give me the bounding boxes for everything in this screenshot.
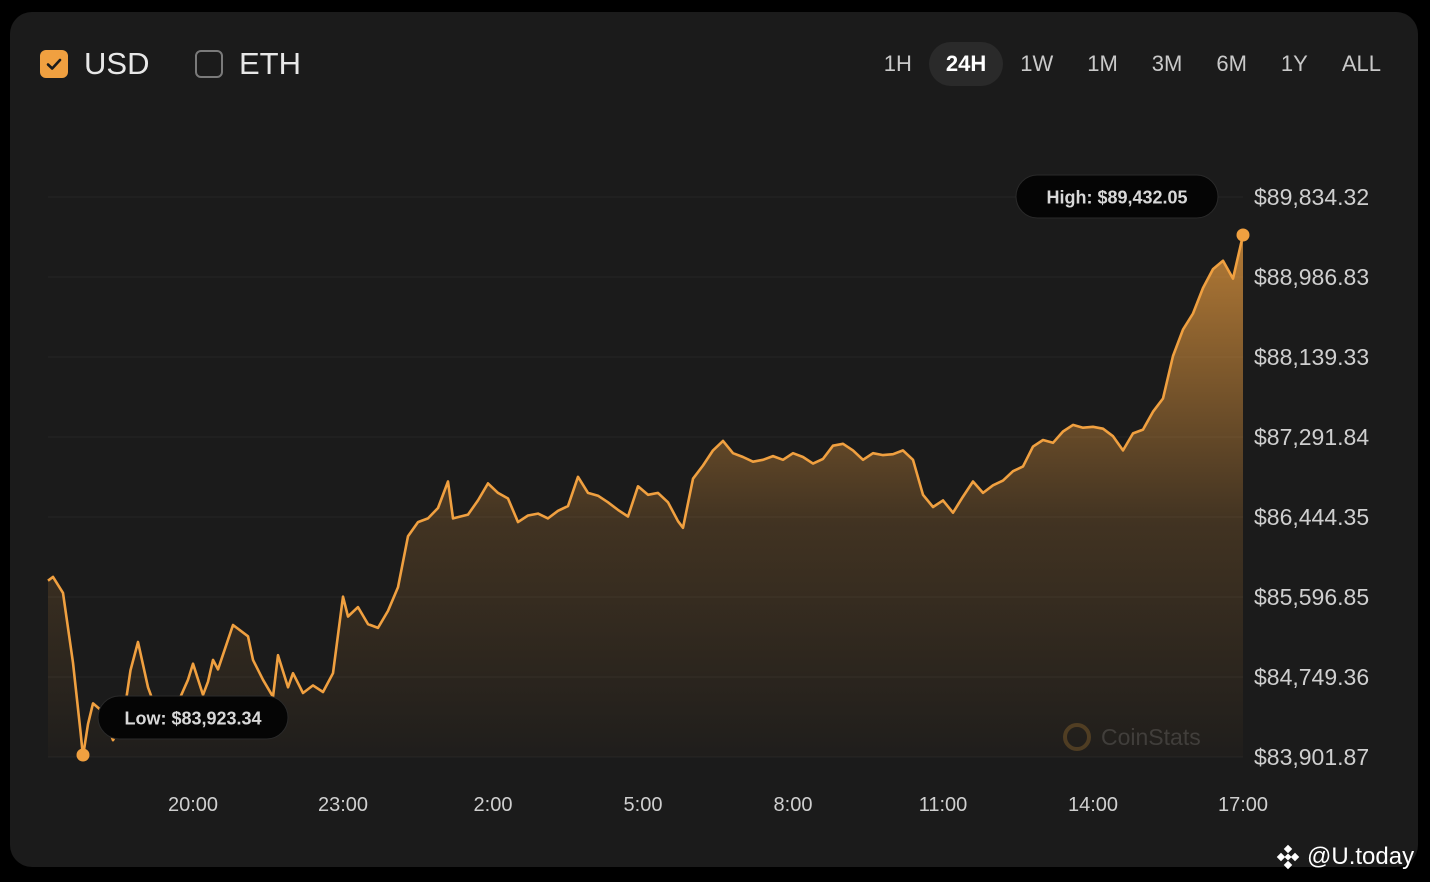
price-line: [47, 234, 1245, 758]
range-tab-1w[interactable]: 1W: [1020, 51, 1054, 76]
x-tick-label: 2:00: [474, 794, 513, 816]
x-tick-label: 20:00: [168, 794, 218, 816]
y-tick-label: $87,291.84: [1254, 424, 1369, 450]
range-tab-1y[interactable]: 1Y: [1280, 51, 1308, 76]
usd-label: USD: [84, 46, 150, 81]
price-area-fill: [48, 235, 1243, 757]
low-annotation-label: Low: $83,923.34: [124, 709, 261, 729]
low-annotation-bg: [97, 695, 289, 740]
y-tick-label: $88,139.33: [1254, 344, 1369, 370]
currency-usd-toggle[interactable]: USD: [40, 46, 149, 82]
range-tab-6m[interactable]: 6M: [1216, 51, 1247, 76]
high-annotation-bg: [1015, 174, 1219, 219]
watermark-text: @U.today: [1307, 843, 1415, 870]
range-tab-all[interactable]: ALL: [1341, 51, 1381, 76]
x-tick-label: 8:00: [774, 794, 813, 816]
utoday-watermark: @U.today: [1275, 843, 1414, 871]
range-tab-3m[interactable]: 3M: [1151, 51, 1183, 76]
x-tick-label: 23:00: [318, 794, 368, 816]
range-tab-24h[interactable]: 24H: [928, 42, 1004, 86]
x-tick-label: 14:00: [1068, 794, 1118, 816]
high-marker: [1236, 228, 1250, 242]
y-tick-label: $84,749.36: [1254, 664, 1369, 690]
y-tick-label: $85,596.85: [1254, 584, 1369, 610]
y-tick-label: $83,901.87: [1254, 744, 1369, 770]
time-range-tabs: 1H 24H 1W 1M 3M 6M 1Y ALL: [867, 42, 1398, 86]
eth-checkbox[interactable]: [195, 50, 223, 78]
binance-diamond-icon: [1276, 844, 1300, 870]
currency-eth-toggle[interactable]: ETH: [195, 46, 301, 82]
x-tick-label: 5:00: [624, 794, 663, 816]
eth-label: ETH: [239, 46, 301, 81]
x-tick-label: 11:00: [919, 794, 968, 816]
y-tick-label: $89,834.32: [1254, 184, 1369, 210]
y-tick-label: $88,986.83: [1254, 264, 1369, 290]
x-tick-label: 17:00: [1218, 794, 1268, 816]
range-tab-1m[interactable]: 1M: [1087, 51, 1118, 76]
low-marker: [76, 748, 90, 762]
high-annotation-label: High: $89,432.05: [1046, 188, 1187, 208]
y-tick-label: $86,444.35: [1254, 504, 1369, 530]
checkmark-icon: [46, 58, 62, 70]
usd-checkbox[interactable]: [40, 50, 68, 78]
range-tab-1h[interactable]: 1H: [883, 51, 912, 76]
